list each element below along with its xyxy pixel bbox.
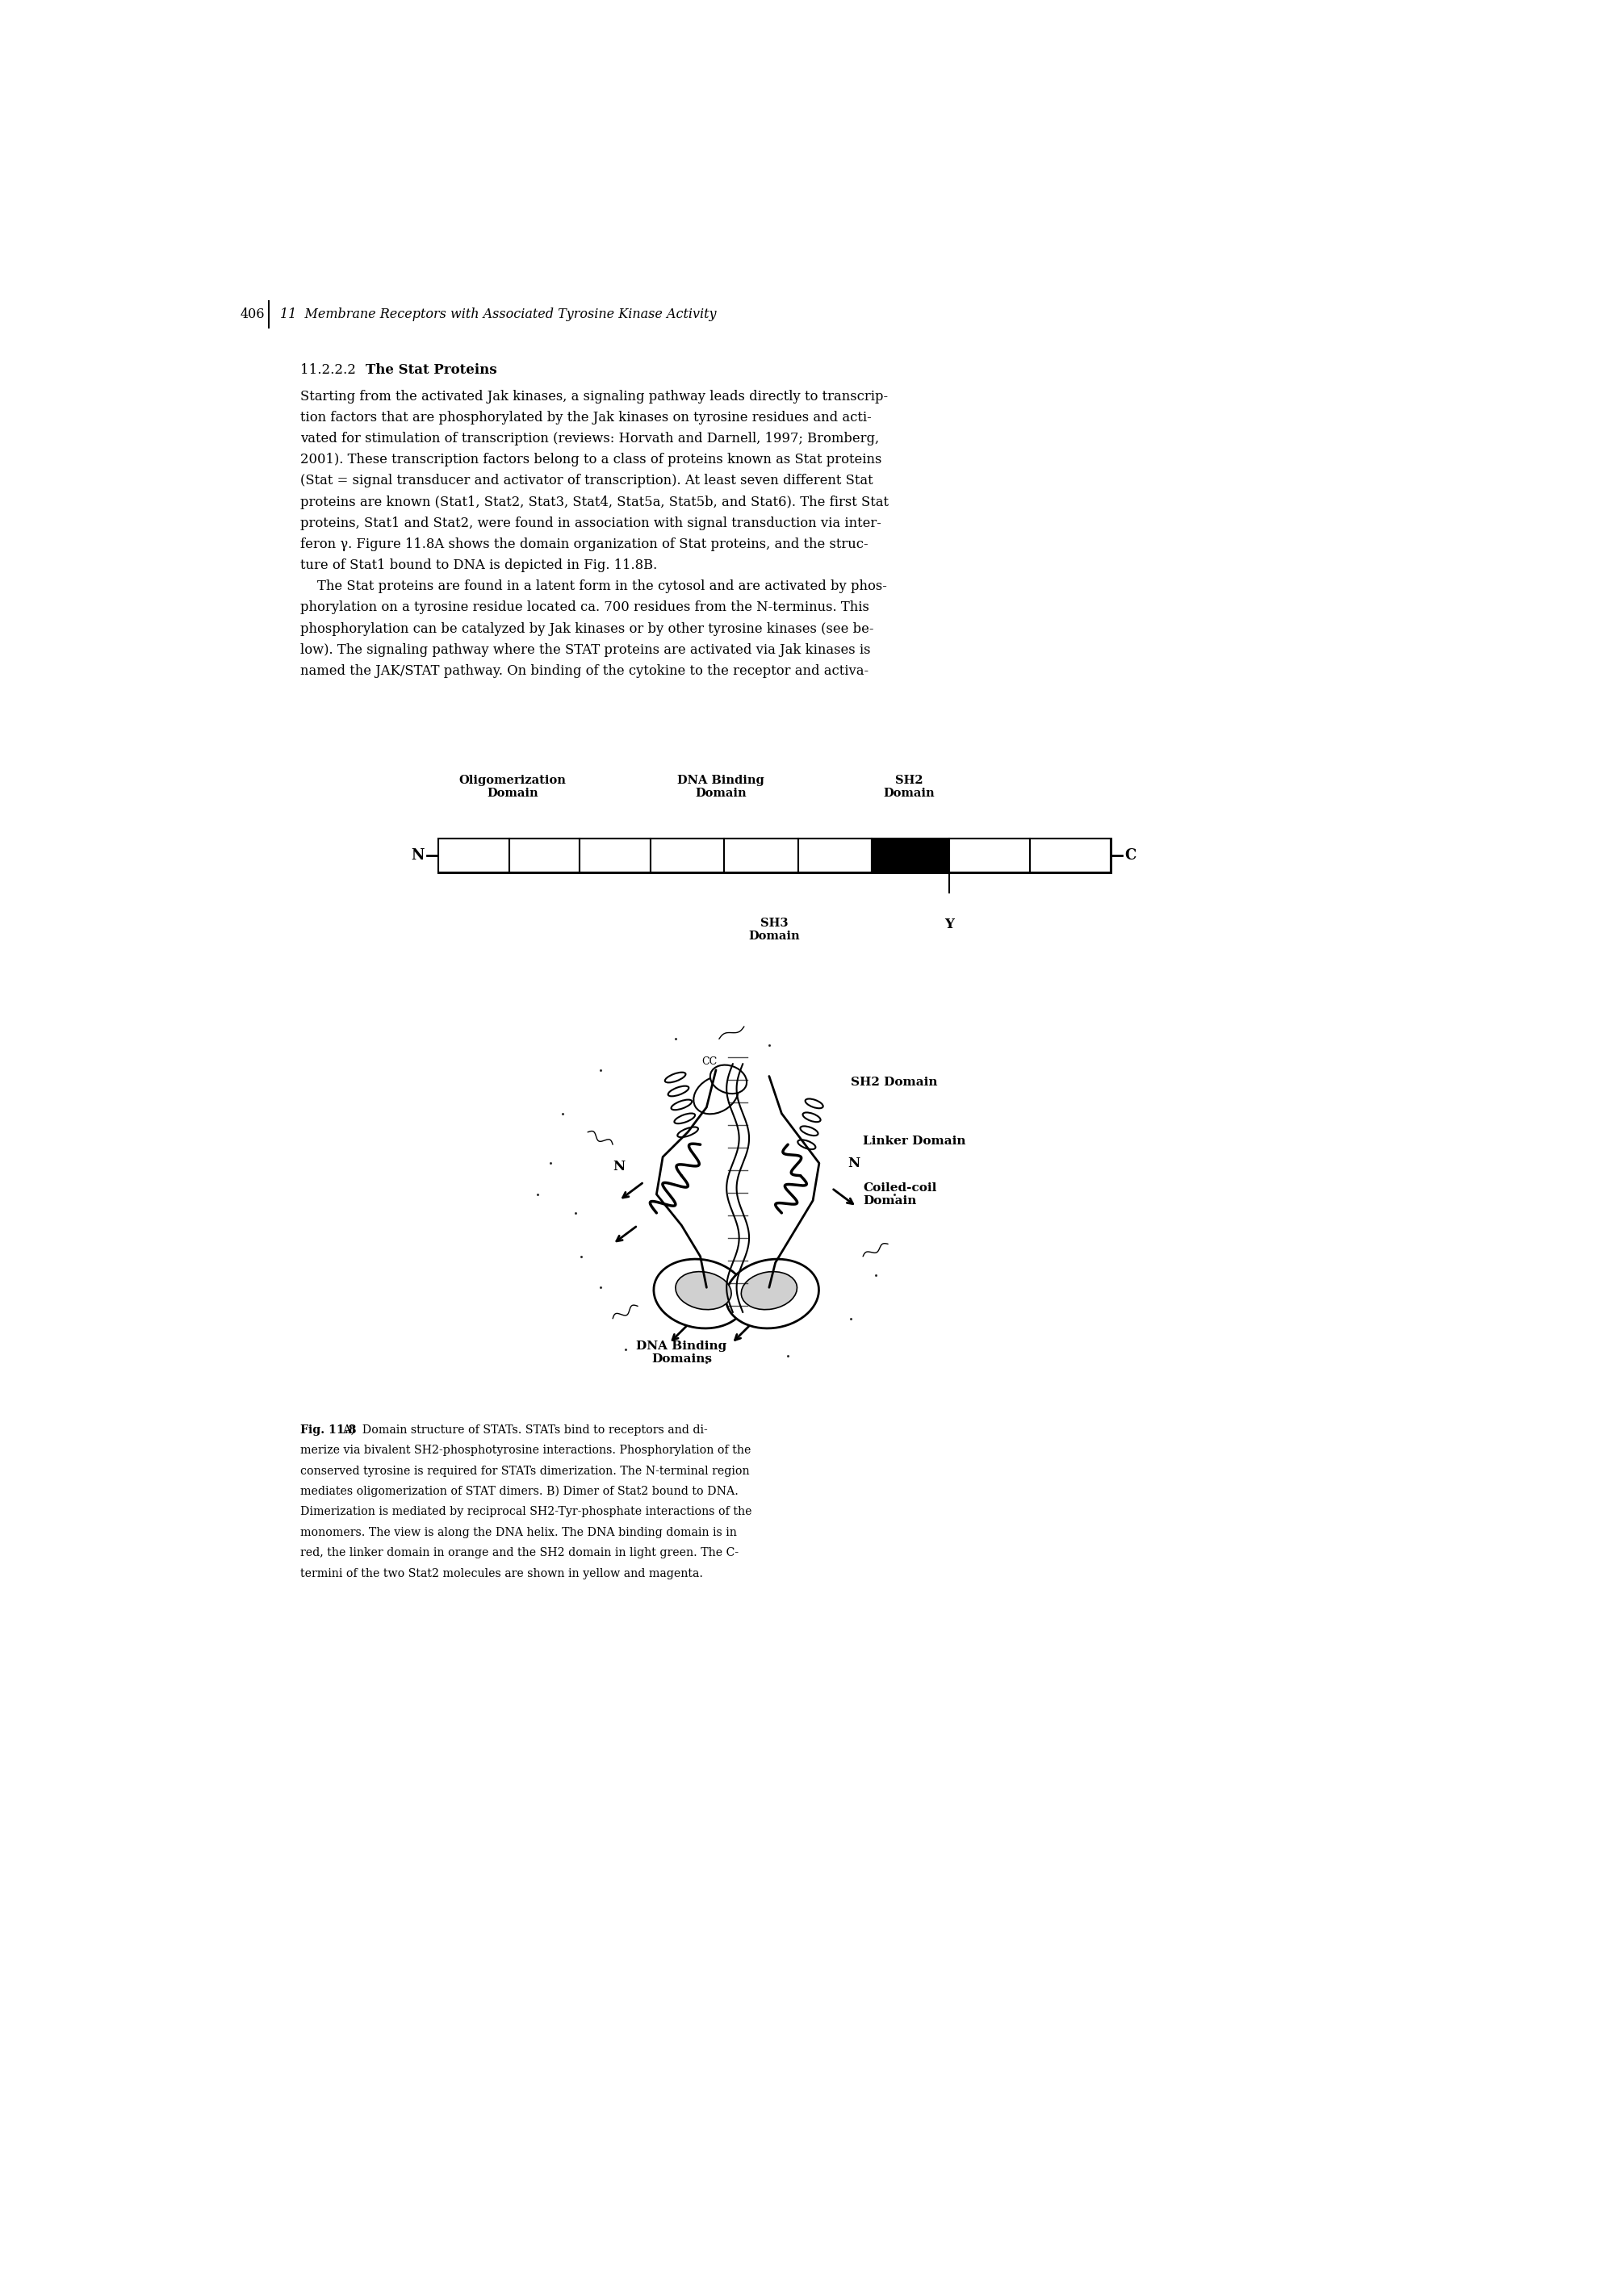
Text: 11.2.2.2: 11.2.2.2 bbox=[300, 364, 364, 378]
Ellipse shape bbox=[667, 1087, 689, 1096]
Text: mediates oligomerization of STAT dimers. B) Dimer of Stat2 bound to DNA.: mediates oligomerization of STAT dimers.… bbox=[300, 1485, 739, 1496]
Ellipse shape bbox=[677, 1128, 698, 1137]
Text: SH2
Domain: SH2 Domain bbox=[883, 776, 935, 799]
Bar bbox=[872, 837, 950, 872]
Bar bbox=[797, 837, 872, 872]
Text: named the JAK/STAT pathway. On binding of the cytokine to the receptor and activ: named the JAK/STAT pathway. On binding o… bbox=[300, 664, 869, 677]
Text: The Stat proteins are found in a latent form in the cytosol and are activated by: The Stat proteins are found in a latent … bbox=[300, 579, 887, 593]
Text: proteins, Stat1 and Stat2, were found in association with signal transduction vi: proteins, Stat1 and Stat2, were found in… bbox=[300, 517, 880, 531]
Bar bbox=[650, 837, 724, 872]
Text: Starting from the activated Jak kinases, a signaling pathway leads directly to t: Starting from the activated Jak kinases,… bbox=[300, 389, 888, 403]
Text: N: N bbox=[411, 849, 424, 863]
Ellipse shape bbox=[671, 1101, 692, 1110]
Text: SH2 Domain: SH2 Domain bbox=[851, 1078, 937, 1089]
Text: ture of Stat1 bound to DNA is depicted in Fig. 11.8B.: ture of Stat1 bound to DNA is depicted i… bbox=[300, 558, 658, 572]
Ellipse shape bbox=[693, 1075, 739, 1114]
Text: (Stat = signal transducer and activator of transcription). At least seven differ: (Stat = signal transducer and activator … bbox=[300, 474, 872, 487]
Text: SH3
Domain: SH3 Domain bbox=[749, 917, 801, 943]
Bar bbox=[438, 837, 510, 872]
Text: conserved tyrosine is required for STATs dimerization. The N-terminal region: conserved tyrosine is required for STATs… bbox=[300, 1464, 749, 1476]
Ellipse shape bbox=[654, 1258, 747, 1329]
Ellipse shape bbox=[806, 1098, 823, 1107]
Text: Oligomerization
Domain: Oligomerization Domain bbox=[460, 776, 567, 799]
Text: N: N bbox=[848, 1155, 859, 1169]
Text: Y: Y bbox=[945, 917, 953, 931]
Bar bbox=[580, 837, 650, 872]
Text: 406: 406 bbox=[240, 307, 265, 320]
Text: monomers. The view is along the DNA helix. The DNA binding domain is in: monomers. The view is along the DNA heli… bbox=[300, 1526, 737, 1538]
Text: proteins are known (Stat1, Stat2, Stat3, Stat4, Stat5a, Stat5b, and Stat6). The : proteins are known (Stat1, Stat2, Stat3,… bbox=[300, 494, 888, 508]
Ellipse shape bbox=[741, 1272, 797, 1309]
Text: 2001). These transcription factors belong to a class of proteins known as Stat p: 2001). These transcription factors belon… bbox=[300, 453, 882, 467]
Text: A)  Domain structure of STATs. STATs bind to receptors and di-: A) Domain structure of STATs. STATs bind… bbox=[343, 1423, 708, 1437]
Text: phosphorylation can be catalyzed by Jak kinases or by other tyrosine kinases (se: phosphorylation can be catalyzed by Jak … bbox=[300, 622, 874, 636]
Text: 11  Membrane Receptors with Associated Tyrosine Kinase Activity: 11 Membrane Receptors with Associated Ty… bbox=[279, 307, 716, 320]
Text: vated for stimulation of transcription (reviews: Horvath and Darnell, 1997; Brom: vated for stimulation of transcription (… bbox=[300, 432, 879, 446]
Ellipse shape bbox=[676, 1272, 731, 1309]
Ellipse shape bbox=[802, 1112, 820, 1121]
Text: C: C bbox=[1125, 849, 1137, 863]
Text: Coiled-coil
Domain: Coiled-coil Domain bbox=[862, 1183, 937, 1206]
Ellipse shape bbox=[801, 1126, 818, 1135]
Bar bbox=[1030, 837, 1111, 872]
Ellipse shape bbox=[797, 1139, 815, 1149]
Text: merize via bivalent SH2-phosphotyrosine interactions. Phosphorylation of the: merize via bivalent SH2-phosphotyrosine … bbox=[300, 1444, 750, 1455]
Text: Fig. 11.8: Fig. 11.8 bbox=[300, 1423, 364, 1435]
Text: termini of the two Stat2 molecules are shown in yellow and magenta.: termini of the two Stat2 molecules are s… bbox=[300, 1567, 703, 1579]
Text: tion factors that are phosphorylated by the Jak kinases on tyrosine residues and: tion factors that are phosphorylated by … bbox=[300, 410, 870, 423]
Text: Dimerization is mediated by reciprocal SH2-Tyr-phosphate interactions of the: Dimerization is mediated by reciprocal S… bbox=[300, 1506, 752, 1517]
Text: The Stat Proteins: The Stat Proteins bbox=[365, 364, 497, 378]
Bar bbox=[510, 837, 580, 872]
Bar bbox=[724, 837, 797, 872]
Ellipse shape bbox=[674, 1114, 695, 1123]
Text: CC: CC bbox=[702, 1057, 718, 1066]
Bar bbox=[438, 837, 1111, 872]
Bar bbox=[950, 837, 1030, 872]
Text: N: N bbox=[612, 1160, 625, 1174]
Ellipse shape bbox=[726, 1258, 818, 1329]
Text: red, the linker domain in orange and the SH2 domain in light green. The C-: red, the linker domain in orange and the… bbox=[300, 1547, 739, 1558]
Text: low). The signaling pathway where the STAT proteins are activated via Jak kinase: low). The signaling pathway where the ST… bbox=[300, 643, 870, 657]
Text: Linker Domain: Linker Domain bbox=[862, 1135, 966, 1146]
Text: DNA Binding
Domains: DNA Binding Domains bbox=[637, 1341, 728, 1364]
Text: DNA Binding
Domain: DNA Binding Domain bbox=[677, 776, 765, 799]
Ellipse shape bbox=[710, 1064, 747, 1094]
Text: phorylation on a tyrosine residue located ca. 700 residues from the N-terminus. : phorylation on a tyrosine residue locate… bbox=[300, 602, 869, 615]
Text: feron γ. Figure 11.8A shows the domain organization of Stat proteins, and the st: feron γ. Figure 11.8A shows the domain o… bbox=[300, 538, 867, 551]
Ellipse shape bbox=[664, 1073, 685, 1082]
